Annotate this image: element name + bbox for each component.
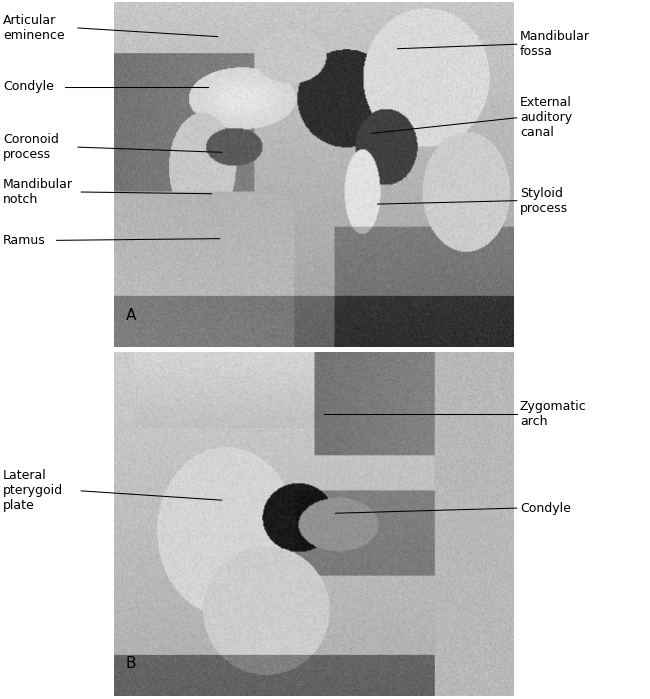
Text: B: B	[125, 656, 136, 671]
Text: Zygomatic
arch: Zygomatic arch	[520, 400, 587, 428]
Text: Mandibular
fossa: Mandibular fossa	[520, 30, 590, 58]
Text: Articular
eminence: Articular eminence	[3, 14, 65, 42]
Text: Coronoid
process: Coronoid process	[3, 133, 59, 161]
Text: Condyle: Condyle	[3, 80, 54, 93]
Text: External
auditory
canal: External auditory canal	[520, 96, 572, 139]
Text: Ramus: Ramus	[3, 234, 46, 247]
Text: Condyle: Condyle	[520, 502, 571, 514]
Text: Mandibular
notch: Mandibular notch	[3, 178, 73, 206]
Text: Styloid
process: Styloid process	[520, 187, 568, 215]
Text: Lateral
pterygoid
plate: Lateral pterygoid plate	[3, 470, 64, 512]
Text: A: A	[125, 308, 136, 323]
